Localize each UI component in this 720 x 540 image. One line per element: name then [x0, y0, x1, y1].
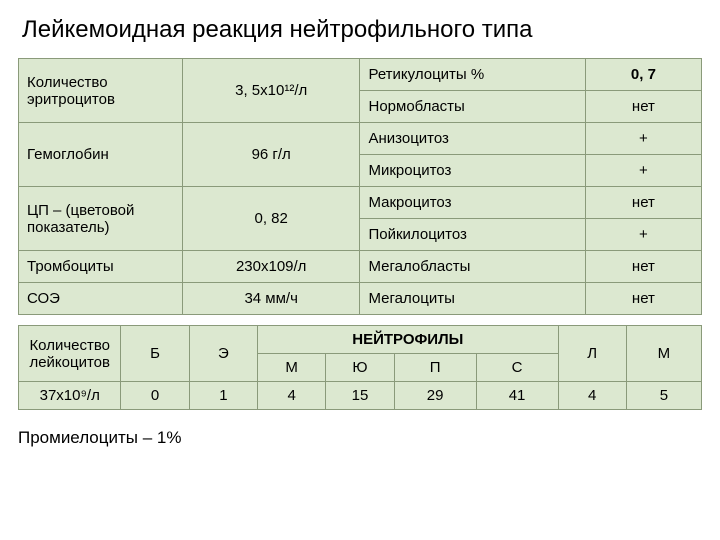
col-s-label: С	[476, 354, 558, 382]
morph-cell: Анизоцитоз	[360, 123, 585, 155]
morph-value-cell: нет	[585, 91, 701, 123]
val-e: 1	[189, 382, 257, 410]
leukocyte-count-label: Количество лейкоцитов	[19, 326, 121, 382]
morph-value-cell: нет	[585, 283, 701, 315]
neutrophils-table: Количество лейкоцитов Б Э НЕЙТРОФИЛЫ Л М…	[18, 325, 702, 410]
col-e-label: Э	[189, 326, 257, 382]
neutrophils-header: НЕЙТРОФИЛЫ	[258, 326, 559, 354]
morph-cell: Нормобласты	[360, 91, 585, 123]
col-yu-label: Ю	[326, 354, 394, 382]
val-s: 41	[476, 382, 558, 410]
morph-cell: Мегалобласты	[360, 251, 585, 283]
val-m2: 5	[626, 382, 701, 410]
morph-value-cell: нет	[585, 187, 701, 219]
param-cell: Количество эритроцитов	[19, 59, 183, 123]
param-cell: Гемоглобин	[19, 123, 183, 187]
morph-value-cell: 0, 7	[585, 59, 701, 91]
morph-value-cell: +	[585, 155, 701, 187]
value-cell: 3, 5х10¹²/л	[182, 59, 360, 123]
value-cell: 34 мм/ч	[182, 283, 360, 315]
morph-cell: Ретикулоциты %	[360, 59, 585, 91]
value-cell: 0, 82	[182, 187, 360, 251]
col-m-label: М	[258, 354, 326, 382]
value-cell: 230х109/л	[182, 251, 360, 283]
footnote: Промиелоциты – 1%	[18, 428, 702, 448]
blood-params-table: Количество эритроцитов3, 5х10¹²/лРетикул…	[18, 58, 702, 315]
param-cell: Тромбоциты	[19, 251, 183, 283]
leukocyte-count-value: 37х10⁹/л	[19, 382, 121, 410]
morph-value-cell: +	[585, 123, 701, 155]
morph-cell: Пойкилоцитоз	[360, 219, 585, 251]
morph-cell: Мегалоциты	[360, 283, 585, 315]
param-cell: ЦП – (цветовой показатель)	[19, 187, 183, 251]
col-p-label: П	[394, 354, 476, 382]
col-b-label: Б	[121, 326, 189, 382]
val-m: 4	[258, 382, 326, 410]
param-cell: СОЭ	[19, 283, 183, 315]
val-p: 29	[394, 382, 476, 410]
val-b: 0	[121, 382, 189, 410]
morph-cell: Макроцитоз	[360, 187, 585, 219]
val-l: 4	[558, 382, 626, 410]
morph-value-cell: нет	[585, 251, 701, 283]
page-title: Лейкемоидная реакция нейтрофильного типа	[22, 16, 702, 44]
col-l-label: Л	[558, 326, 626, 382]
col-m2-label: М	[626, 326, 701, 382]
morph-value-cell: +	[585, 219, 701, 251]
value-cell: 96 г/л	[182, 123, 360, 187]
val-yu: 15	[326, 382, 394, 410]
morph-cell: Микроцитоз	[360, 155, 585, 187]
